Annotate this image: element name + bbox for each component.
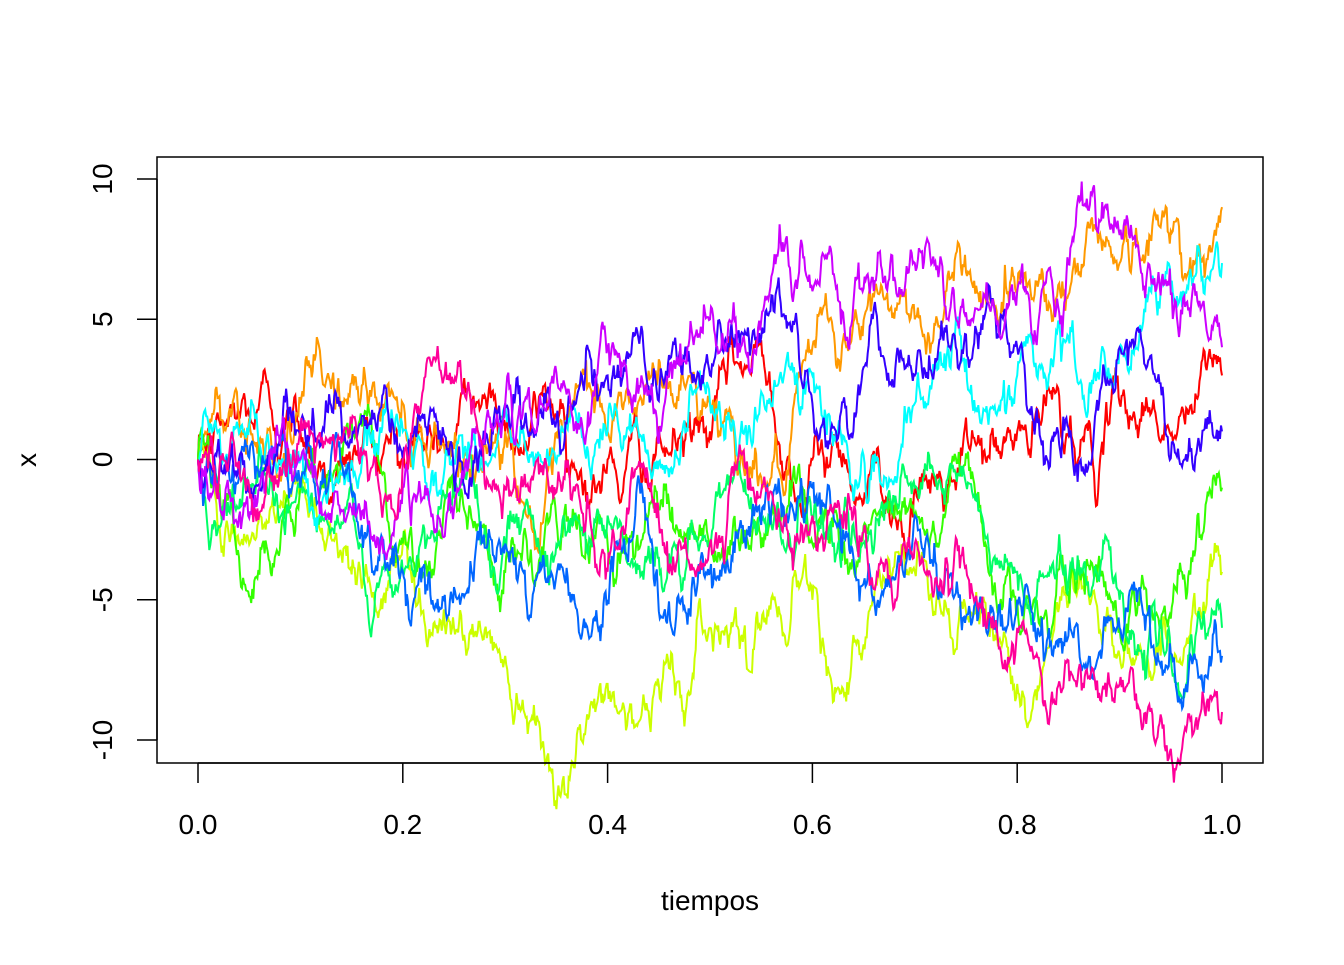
x-axis: 0.0 0.2 0.4 0.6 0.8 1.0 bbox=[179, 762, 1242, 840]
x-tick-label: 1.0 bbox=[1203, 809, 1242, 840]
series-line-10 bbox=[197, 346, 1223, 783]
series-group bbox=[197, 181, 1223, 810]
x-tick-label: 0.0 bbox=[179, 809, 218, 840]
series-line-6 bbox=[197, 241, 1223, 531]
series-line-8 bbox=[197, 277, 1223, 506]
y-axis: 10 5 0 -5 -10 bbox=[87, 163, 158, 760]
y-axis-label: x bbox=[11, 453, 42, 467]
x-axis-label: tiempos bbox=[661, 885, 759, 916]
x-tick-label: 0.2 bbox=[383, 809, 422, 840]
y-tick-label: -10 bbox=[87, 720, 118, 760]
y-tick-label: 10 bbox=[87, 163, 118, 194]
y-tick-label: 5 bbox=[87, 311, 118, 327]
y-tick-label: 0 bbox=[87, 452, 118, 468]
series-line-9 bbox=[197, 181, 1223, 561]
y-tick-label: -5 bbox=[87, 587, 118, 612]
plot-frame bbox=[156, 156, 1264, 764]
x-tick-label: 0.8 bbox=[998, 809, 1037, 840]
x-tick-label: 0.4 bbox=[588, 809, 627, 840]
x-tick-label: 0.6 bbox=[793, 809, 832, 840]
